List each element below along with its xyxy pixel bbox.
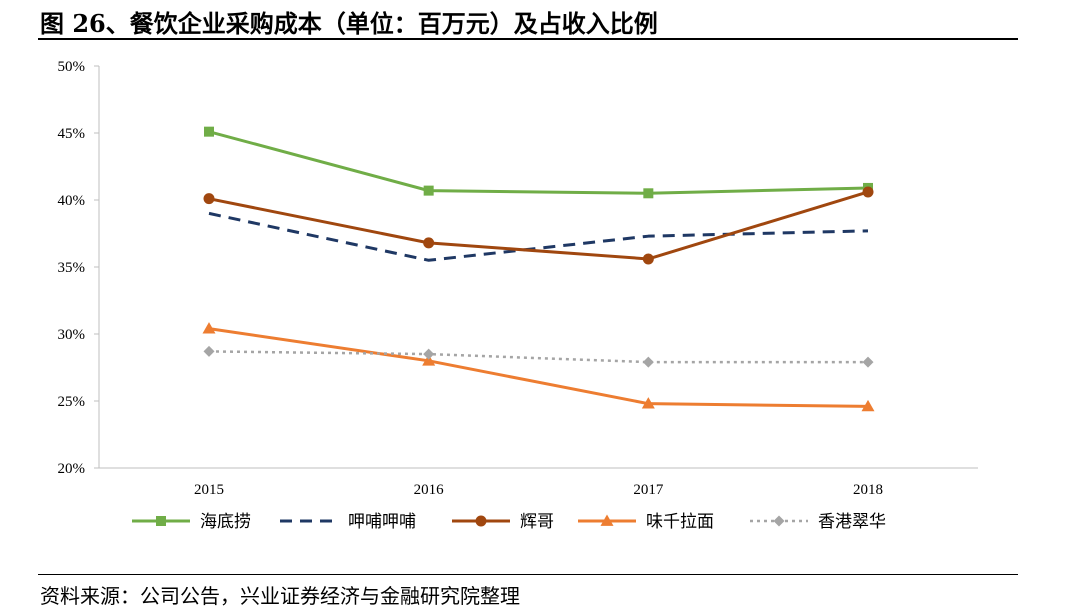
source-note: 资料来源：公司公告，兴业证券经济与金融研究院整理 bbox=[40, 584, 520, 608]
x-tick-label: 2016 bbox=[414, 482, 445, 498]
data-point bbox=[423, 348, 435, 360]
series-3 bbox=[203, 186, 874, 265]
series-line bbox=[208, 211, 869, 262]
legend-swatch-marker bbox=[156, 516, 166, 526]
data-point bbox=[422, 354, 436, 366]
data-point bbox=[202, 322, 216, 334]
legend-item-3: 辉哥 bbox=[452, 512, 554, 532]
data-point bbox=[862, 356, 874, 368]
bottom-rule bbox=[38, 574, 1018, 575]
data-point bbox=[204, 126, 214, 137]
x-tick-label: 2018 bbox=[853, 482, 883, 498]
data-point bbox=[641, 397, 655, 409]
data-point bbox=[861, 399, 875, 412]
data-point bbox=[643, 188, 654, 199]
series-line bbox=[208, 190, 869, 261]
legend: 海底捞 呷哺呷哺 辉哥 味千拉面 香港翠华 bbox=[132, 512, 886, 532]
data-point bbox=[423, 185, 434, 196]
series-line bbox=[208, 327, 869, 408]
series-1 bbox=[204, 126, 873, 199]
legend-label: 辉哥 bbox=[520, 512, 554, 532]
data-point bbox=[423, 237, 435, 249]
y-tick-label: 30% bbox=[58, 327, 86, 343]
legend-swatch-marker bbox=[773, 515, 785, 527]
y-tick-label: 35% bbox=[58, 260, 86, 276]
top-rule bbox=[38, 38, 1018, 40]
series-2 bbox=[208, 211, 869, 262]
data-point bbox=[203, 193, 215, 205]
axes: 20% 25% 30% 35% 40% 45% 50% 2015 2016 2017 2018 bbox=[58, 59, 978, 498]
legend-swatch-marker bbox=[600, 514, 614, 526]
legend-label: 味千拉面 bbox=[646, 512, 714, 532]
series-line bbox=[208, 130, 869, 195]
legend-item-5: 香港翠华 bbox=[750, 512, 886, 532]
data-point bbox=[203, 345, 215, 357]
series-layer bbox=[202, 126, 875, 412]
x-tick-label: 2017 bbox=[633, 482, 664, 498]
y-tick-label: 40% bbox=[58, 193, 86, 209]
data-point bbox=[642, 356, 654, 368]
series-4 bbox=[202, 322, 875, 412]
legend-item-1: 海底捞 bbox=[132, 512, 251, 532]
legend-swatch-marker bbox=[475, 515, 487, 527]
y-tick-label: 45% bbox=[58, 126, 86, 142]
legend-item-4: 味千拉面 bbox=[578, 512, 714, 532]
series-5 bbox=[203, 345, 874, 368]
y-tick-label: 20% bbox=[58, 461, 86, 477]
chart-title: 图 26、餐饮企业采购成本（单位：百万元）及占收入比例 bbox=[40, 9, 658, 38]
y-tick-label: 25% bbox=[58, 394, 86, 410]
legend-item-2: 呷哺呷哺 bbox=[280, 512, 416, 532]
data-point bbox=[642, 253, 654, 265]
y-tick-label: 50% bbox=[58, 59, 86, 75]
legend-label: 海底捞 bbox=[200, 512, 251, 532]
data-point bbox=[862, 186, 874, 198]
legend-label: 呷哺呷哺 bbox=[348, 512, 416, 532]
x-tick-label: 2015 bbox=[194, 482, 224, 498]
series-line bbox=[208, 350, 868, 364]
legend-label: 香港翠华 bbox=[818, 512, 886, 532]
line-chart: 20% 25% 30% 35% 40% 45% 50% 2015 2016 2017 2018 海底… bbox=[58, 59, 978, 532]
